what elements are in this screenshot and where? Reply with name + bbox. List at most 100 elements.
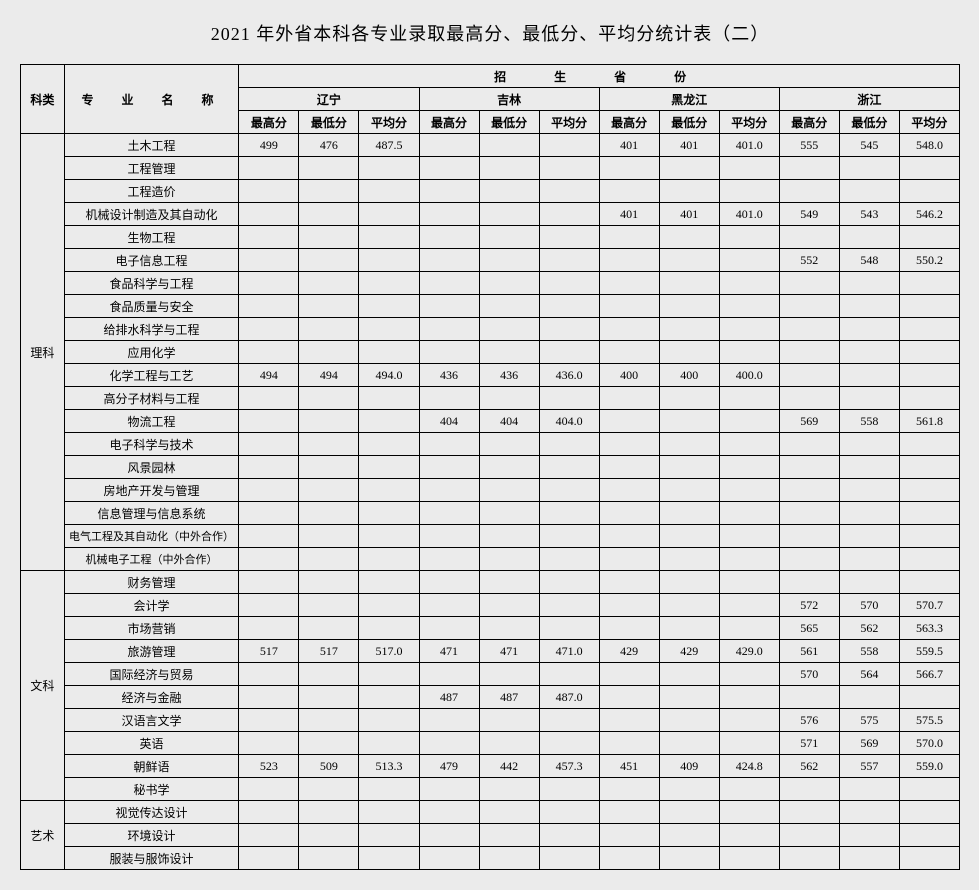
major-cell: 英语 [64, 732, 239, 755]
score-cell [539, 318, 599, 341]
score-cell [899, 548, 959, 571]
score-cell [779, 318, 839, 341]
score-cell [359, 571, 419, 594]
score-cell [239, 617, 299, 640]
score-cell [779, 502, 839, 525]
score-cell [659, 801, 719, 824]
major-cell: 视觉传达设计 [64, 801, 239, 824]
score-cell: 401 [599, 203, 659, 226]
score-cell: 562 [779, 755, 839, 778]
score-cell: 401.0 [719, 203, 779, 226]
score-cell [419, 203, 479, 226]
score-cell [239, 203, 299, 226]
score-cell [719, 824, 779, 847]
score-cell [599, 801, 659, 824]
score-cell [599, 571, 659, 594]
score-cell [779, 180, 839, 203]
header-score-col: 平均分 [359, 111, 419, 134]
score-cell [479, 157, 539, 180]
header-province: 吉林 [419, 88, 599, 111]
score-cell: 401 [659, 134, 719, 157]
score-cell [659, 249, 719, 272]
score-cell [539, 341, 599, 364]
score-cell [899, 295, 959, 318]
major-cell: 市场营销 [64, 617, 239, 640]
table-row: 环境设计 [21, 824, 960, 847]
score-cell [539, 226, 599, 249]
score-cell [479, 180, 539, 203]
score-cell [599, 387, 659, 410]
score-cell [479, 778, 539, 801]
header-score-col: 最高分 [419, 111, 479, 134]
table-row: 文科财务管理 [21, 571, 960, 594]
header-category: 科类 [21, 65, 65, 134]
score-cell [419, 157, 479, 180]
score-cell [839, 824, 899, 847]
score-cell [659, 732, 719, 755]
score-cell: 559.0 [899, 755, 959, 778]
score-cell [659, 180, 719, 203]
score-cell [899, 456, 959, 479]
score-cell [479, 617, 539, 640]
major-cell: 土木工程 [64, 134, 239, 157]
score-cell [899, 686, 959, 709]
score-cell [419, 663, 479, 686]
score-cell [239, 410, 299, 433]
score-cell: 400 [659, 364, 719, 387]
major-cell: 旅游管理 [64, 640, 239, 663]
table-row: 给排水科学与工程 [21, 318, 960, 341]
score-cell [359, 226, 419, 249]
score-cell [899, 824, 959, 847]
score-cell [359, 824, 419, 847]
score-cell [479, 226, 539, 249]
score-cell [419, 272, 479, 295]
score-cell [479, 387, 539, 410]
score-cell [239, 709, 299, 732]
score-cell [239, 157, 299, 180]
score-cell [779, 295, 839, 318]
score-cell [779, 525, 839, 548]
score-cell [599, 709, 659, 732]
score-cell [419, 318, 479, 341]
score-cell [479, 272, 539, 295]
score-cell [299, 295, 359, 318]
table-row: 机械设计制造及其自动化401401401.0549543546.2 [21, 203, 960, 226]
header-score-col: 最低分 [659, 111, 719, 134]
score-cell [899, 180, 959, 203]
score-cell [239, 433, 299, 456]
score-cell: 570 [839, 594, 899, 617]
score-cell [539, 709, 599, 732]
category-cell: 艺术 [21, 801, 65, 870]
score-cell [239, 686, 299, 709]
score-cell [359, 341, 419, 364]
score-cell [599, 249, 659, 272]
major-cell: 国际经济与贸易 [64, 663, 239, 686]
score-cell [299, 709, 359, 732]
score-cell [419, 341, 479, 364]
score-cell [659, 226, 719, 249]
score-cell [479, 341, 539, 364]
score-cell [599, 824, 659, 847]
score-cell: 569 [779, 410, 839, 433]
score-cell [299, 249, 359, 272]
score-cell [299, 686, 359, 709]
score-cell [539, 479, 599, 502]
score-cell [359, 410, 419, 433]
score-cell [779, 571, 839, 594]
score-cell: 494.0 [359, 364, 419, 387]
major-cell: 朝鲜语 [64, 755, 239, 778]
score-cell [419, 456, 479, 479]
score-cell [419, 479, 479, 502]
score-cell [899, 433, 959, 456]
score-cell [359, 456, 419, 479]
score-cell [719, 433, 779, 456]
score-cell [659, 709, 719, 732]
score-cell [479, 801, 539, 824]
score-cell [539, 801, 599, 824]
score-cell [239, 548, 299, 571]
score-cell [539, 387, 599, 410]
score-cell [539, 157, 599, 180]
score-cell [659, 824, 719, 847]
score-cell: 487.5 [359, 134, 419, 157]
score-cell: 401 [599, 134, 659, 157]
